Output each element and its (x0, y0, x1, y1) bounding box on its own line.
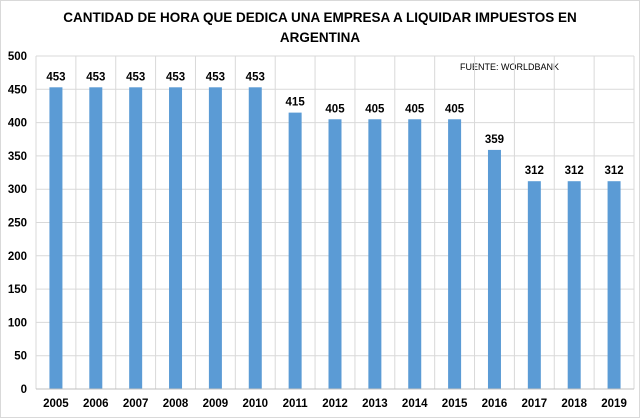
bar (89, 87, 103, 389)
source-annotation: FUENTE: WORLDBANK (460, 62, 560, 72)
bar (288, 112, 302, 390)
bar (208, 87, 222, 389)
chart-title: CANTIDAD DE HORA QUE DEDICA UNA EMPRESA … (0, 8, 640, 48)
bar (49, 87, 63, 389)
x-tick-label: 2015 (442, 398, 468, 410)
x-tick-label: 2019 (601, 398, 627, 410)
data-label: 312 (525, 165, 544, 177)
x-tick-label: 2018 (561, 398, 587, 410)
data-label: 453 (86, 71, 105, 83)
x-tick-label: 2006 (83, 398, 109, 410)
x-tick-label: 2007 (123, 398, 149, 410)
data-label: 453 (126, 71, 145, 83)
bar (487, 149, 501, 389)
x-tick-label: 2010 (242, 398, 268, 410)
x-tick-label: 2017 (522, 398, 548, 410)
data-label: 405 (365, 103, 385, 115)
x-tick-label: 2016 (482, 398, 508, 410)
x-tick-label: 2012 (322, 398, 348, 410)
y-tick-label: 500 (8, 51, 27, 63)
y-tick-label: 400 (8, 118, 27, 130)
data-label: 359 (485, 134, 504, 146)
data-label: 453 (246, 71, 265, 83)
x-tick-label: 2009 (203, 398, 229, 410)
data-label: 415 (286, 97, 306, 109)
data-label: 453 (206, 71, 225, 83)
y-tick-label: 250 (8, 218, 27, 230)
bar (129, 87, 143, 389)
bar (527, 181, 541, 389)
bar (448, 119, 462, 390)
y-tick-label: 0 (21, 384, 27, 396)
data-label: 312 (565, 165, 584, 177)
bar (607, 181, 621, 389)
bar (567, 181, 581, 389)
y-tick-label: 200 (8, 251, 27, 263)
data-label: 312 (604, 165, 623, 177)
x-tick-label: 2011 (283, 398, 309, 410)
bar (368, 119, 382, 390)
bar (248, 87, 262, 389)
data-label: 405 (405, 103, 425, 115)
y-tick-label: 450 (8, 84, 27, 96)
chart-title-line2: ARGENTINA (279, 30, 361, 45)
y-tick-label: 100 (8, 317, 27, 329)
data-label: 453 (46, 71, 65, 83)
y-tick-label: 150 (8, 284, 27, 296)
x-tick-label: 2014 (402, 398, 428, 410)
y-tick-label: 50 (14, 351, 27, 363)
x-tick-label: 2005 (43, 398, 69, 410)
chart-title-line1: CANTIDAD DE HORA QUE DEDICA UNA EMPRESA … (63, 10, 577, 25)
bar (328, 119, 342, 390)
data-label: 405 (445, 103, 465, 115)
data-label: 405 (325, 103, 345, 115)
y-tick-label: 300 (8, 184, 27, 196)
x-tick-label: 2013 (362, 398, 388, 410)
bar (408, 119, 422, 390)
y-tick-label: 350 (8, 151, 27, 163)
bar (169, 87, 183, 389)
data-label: 453 (166, 71, 185, 83)
x-tick-label: 2008 (163, 398, 189, 410)
